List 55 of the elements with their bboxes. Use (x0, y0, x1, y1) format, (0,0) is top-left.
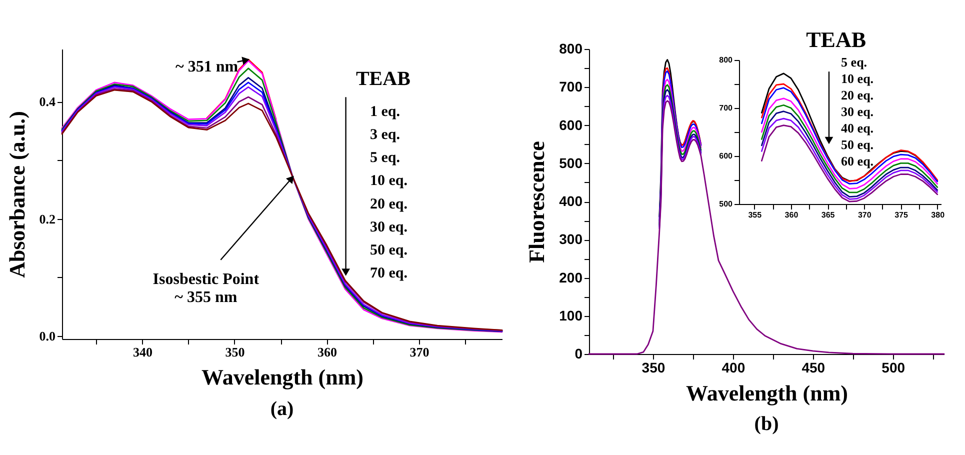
y-tick-label: 0.2 (39, 211, 56, 226)
y-tick-label: 0 (574, 346, 583, 362)
y-tick-label: 100 (559, 307, 583, 324)
x-tick-label: 380 (931, 210, 946, 220)
x-tick-label: 370 (410, 344, 430, 360)
y-axis-title: Absorbance (a.u.) (4, 111, 30, 278)
x-tick-label: 450 (802, 360, 826, 376)
y-tick-label: 800 (719, 56, 734, 64)
annotation: 10 eq. (841, 71, 874, 86)
y-axis-title: Fluorescence (524, 140, 550, 263)
x-tick-label: 375 (894, 210, 908, 220)
y-tick-label: 200 (559, 269, 583, 286)
y-tick-label: 500 (559, 154, 583, 171)
annotation: TEAB (806, 26, 866, 52)
annotation: 50 eq. (370, 242, 408, 258)
text: (b) (754, 413, 779, 435)
annotation: 1 eq. (370, 104, 400, 120)
line-series (662, 67, 702, 146)
annotation: Isosbestic Point ~ 355 nm (152, 271, 260, 306)
x-tick-label: 355 (748, 210, 762, 220)
y-tick-label: 300 (559, 231, 583, 248)
annotation: 70 eq. (370, 265, 408, 282)
x-tick-label: 350 (225, 344, 245, 360)
annotation: 20 eq. (370, 196, 408, 212)
x-tick-label: 360 (784, 210, 799, 220)
annotation: ~ 351 nm (176, 58, 239, 76)
annotation: 30 eq. (370, 219, 408, 236)
annotation: 50 eq. (841, 137, 874, 152)
y-tick-label: 0.4 (39, 94, 56, 110)
y-tick-label: 500 (719, 200, 734, 208)
annotation: 5 eq. (370, 150, 400, 166)
x-axis-title: Wavelength (nm) (202, 364, 364, 390)
x-tick-label: 340 (133, 344, 152, 360)
y-tick-label: 700 (559, 78, 583, 95)
annotation: 30 eq. (841, 104, 874, 120)
annotation: 10 eq. (370, 173, 408, 190)
y-tick-label: 600 (719, 152, 734, 160)
text: (a) (270, 398, 294, 420)
y-tick-label: 400 (559, 193, 583, 209)
x-tick-label: 360 (317, 344, 337, 360)
x-tick-label: 370 (858, 210, 872, 220)
y-tick-label: 700 (719, 104, 734, 112)
x-axis-title: Wavelength (nm) (686, 380, 848, 406)
annotation: 3 eq. (370, 127, 400, 144)
annotation: TEAB (356, 68, 410, 90)
x-tick-label: 500 (882, 360, 906, 376)
annotation: 5 eq. (841, 54, 868, 70)
x-tick-label: 350 (642, 360, 666, 376)
annotation: 20 eq. (841, 88, 874, 103)
x-tick-label: 365 (821, 210, 836, 220)
y-tick-label: 600 (559, 116, 583, 133)
y-tick-label: 0.0 (39, 328, 56, 344)
annotation: 60 eq. (841, 154, 874, 169)
y-tick-label: 800 (559, 40, 583, 56)
annotation: 40 eq. (841, 120, 874, 136)
